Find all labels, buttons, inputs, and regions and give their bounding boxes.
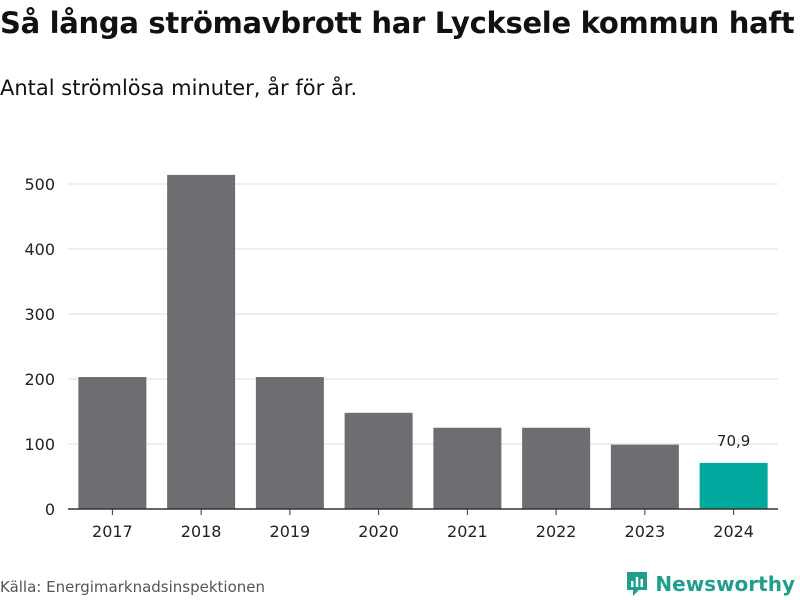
x-tick-label: 2021 — [447, 522, 488, 541]
bar — [344, 412, 413, 509]
x-tick-label: 2017 — [92, 522, 133, 541]
bar — [78, 377, 147, 509]
y-tick-label: 300 — [24, 305, 55, 324]
brand-logo: Newsworthy — [625, 570, 795, 598]
brand-name: Newsworthy — [655, 572, 795, 596]
source-note: Källa: Energimarknadsinspektionen — [0, 578, 266, 596]
y-tick-label: 0 — [45, 500, 55, 519]
y-tick-label: 200 — [24, 370, 55, 389]
y-tick-label: 400 — [24, 240, 55, 259]
bar — [522, 427, 591, 509]
newsworthy-logo-icon — [627, 572, 648, 596]
chart-title: Så långa strömavbrott har Lycksele kommu… — [0, 6, 795, 40]
y-tick-label: 100 — [24, 435, 55, 454]
x-tick-label: 2023 — [625, 522, 666, 541]
bar — [433, 427, 502, 509]
chart-subtitle: Antal strömlösa minuter, år för år. — [0, 76, 358, 100]
y-tick-label: 500 — [24, 175, 55, 194]
data-label: 70,9 — [717, 432, 750, 450]
bar — [167, 174, 236, 509]
x-tick-label: 2019 — [270, 522, 311, 541]
x-tick-label: 2018 — [181, 522, 222, 541]
x-tick-label: 2022 — [536, 522, 577, 541]
bar — [610, 444, 679, 509]
x-tick-label: 2020 — [358, 522, 399, 541]
x-tick-label: 2024 — [713, 522, 754, 541]
bar — [255, 377, 324, 509]
bar — [699, 462, 768, 509]
